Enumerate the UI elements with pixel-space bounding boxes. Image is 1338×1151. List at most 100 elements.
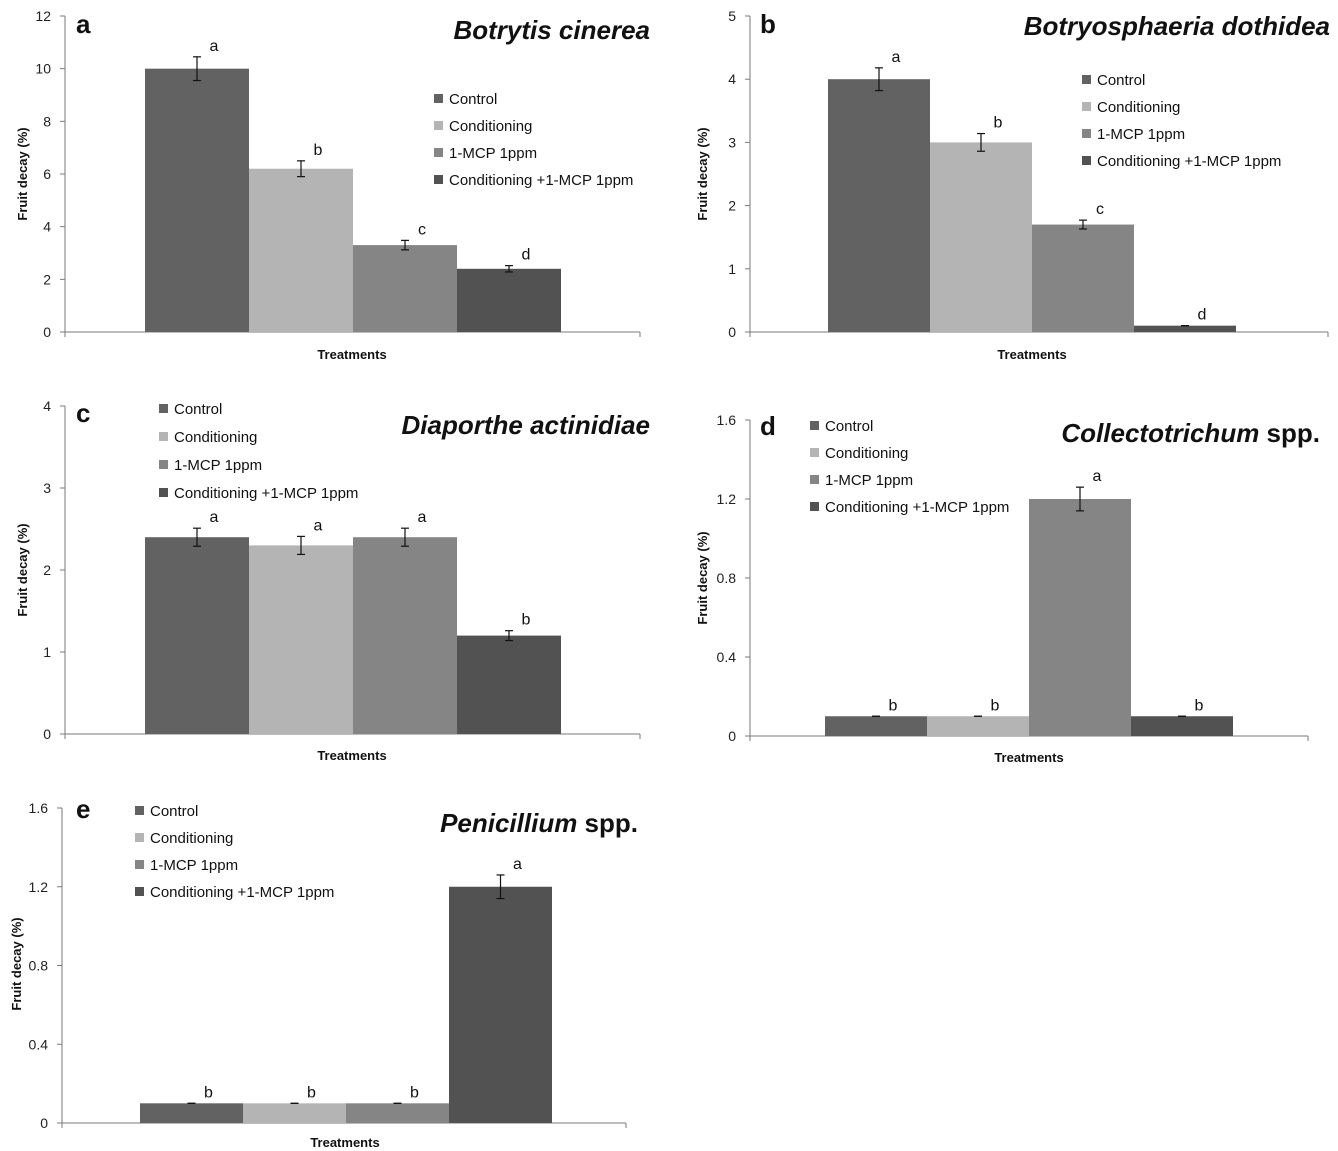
x-axis-title: Treatments (310, 1135, 379, 1150)
significance-letter: b (307, 1084, 316, 1101)
legend-label: Control (150, 803, 198, 820)
legend-label: Conditioning (825, 445, 908, 462)
x-axis-title: Treatments (317, 748, 386, 763)
x-axis-title: Treatments (994, 750, 1063, 765)
y-tick-label: 3 (43, 480, 51, 496)
chart-panel-d: 0 0.4 0.8 1.2 1.6 b b a b Control Conditioning 1-MC… (695, 411, 1320, 765)
legend-swatch (810, 421, 819, 430)
y-tick-label: 1.2 (717, 491, 737, 507)
panel-letter: a (76, 9, 91, 39)
panel-title: Diaporthe actinidiae (402, 410, 651, 440)
y-tick-label: 0 (728, 728, 736, 744)
y-tick-label: 0 (43, 726, 51, 742)
legend-swatch (1082, 156, 1091, 165)
legend-swatch (1082, 102, 1091, 111)
x-axis-title: Treatments (997, 347, 1066, 362)
y-tick-label: 1 (43, 644, 51, 660)
significance-letter: d (522, 247, 531, 264)
legend-label: Control (1097, 72, 1145, 89)
significance-letter: b (410, 1084, 419, 1101)
y-tick-label: 5 (728, 8, 736, 24)
legend-swatch (135, 806, 144, 815)
significance-letter: a (892, 49, 901, 66)
significance-letter: d (1198, 307, 1207, 324)
y-tick-label: 8 (43, 113, 51, 129)
legend-label: 1-MCP 1ppm (150, 857, 238, 874)
legend-label: Conditioning (1097, 99, 1180, 116)
legend-swatch (434, 121, 443, 130)
y-tick-label: 1 (728, 261, 736, 277)
legend-label: 1-MCP 1ppm (174, 457, 262, 474)
significance-letter: a (210, 509, 219, 526)
panel-title: Penicillium spp. (440, 808, 638, 838)
legend-label: Control (174, 401, 222, 418)
panel-letter: c (76, 398, 90, 428)
panel-title-italic: Diaporthe actinidiae (402, 410, 651, 440)
y-tick-label: 0.8 (29, 958, 49, 974)
y-tick-label: 6 (43, 166, 51, 182)
y-tick-label: 3 (728, 134, 736, 150)
significance-letter: a (418, 509, 427, 526)
legend-swatch (159, 460, 168, 469)
panel-title-italic: Collectotrichum (1061, 418, 1259, 448)
y-axis-title: Fruit decay (%) (15, 127, 30, 220)
bar-3 (1032, 224, 1134, 332)
bar-2 (249, 545, 353, 734)
chart-panel-e: 0 0.4 0.8 1.2 1.6 b b b a Control Conditioning 1-MC… (9, 794, 638, 1150)
y-tick-label: 12 (35, 8, 51, 24)
bar-3 (353, 537, 457, 734)
legend-label: Control (449, 91, 497, 108)
significance-letter: c (418, 221, 426, 238)
y-axis-title: Fruit decay (%) (695, 531, 710, 624)
bar-3 (346, 1103, 449, 1123)
panel-title-italic: Penicillium (440, 808, 577, 838)
y-tick-label: 10 (35, 61, 51, 77)
bar-4 (457, 635, 561, 734)
y-tick-label: 2 (43, 562, 51, 578)
bar-4 (457, 268, 561, 332)
significance-letter: a (314, 517, 323, 534)
legend-swatch (1082, 75, 1091, 84)
bar-2 (930, 142, 1032, 332)
bar-2 (249, 168, 353, 332)
y-tick-label: 1.6 (29, 800, 49, 816)
panel-letter: e (76, 794, 90, 824)
y-tick-label: 0 (40, 1115, 48, 1131)
y-axis-title: Fruit decay (%) (9, 917, 24, 1010)
bar-2 (927, 716, 1029, 736)
legend-swatch (434, 175, 443, 184)
bar-1 (145, 68, 249, 333)
significance-letter: b (991, 697, 1000, 714)
legend-label: 1-MCP 1ppm (825, 472, 913, 489)
legend-label: Conditioning +1-MCP 1ppm (1097, 153, 1281, 170)
bar-2 (243, 1103, 346, 1123)
legend-label: Conditioning +1-MCP 1ppm (174, 485, 358, 502)
bar-1 (140, 1103, 243, 1123)
legend-label: 1-MCP 1ppm (1097, 126, 1185, 143)
legend-label: Conditioning +1-MCP 1ppm (825, 499, 1009, 516)
legend-label: Conditioning +1-MCP 1ppm (150, 884, 334, 901)
panel-title: Botryosphaeria dothidea (1024, 11, 1330, 41)
y-tick-label: 0.4 (29, 1036, 49, 1052)
y-tick-label: 2 (728, 198, 736, 214)
legend-swatch (159, 432, 168, 441)
legend-label: 1-MCP 1ppm (449, 145, 537, 162)
panel-letter: b (760, 9, 776, 39)
legend-swatch (135, 860, 144, 869)
legend-swatch (135, 833, 144, 842)
significance-letter: a (210, 38, 219, 55)
panel-title-plain: spp. (577, 808, 638, 838)
legend-label: Conditioning +1-MCP 1ppm (449, 172, 633, 189)
legend-swatch (1082, 129, 1091, 138)
legend-swatch (135, 887, 144, 896)
significance-letter: a (513, 856, 522, 873)
panel-title-italic: Botrytis cinerea (453, 15, 650, 45)
legend-swatch (434, 94, 443, 103)
panel-title-italic: Botryosphaeria dothidea (1024, 11, 1330, 41)
legend-swatch (810, 475, 819, 484)
panel-title-plain: spp. (1259, 418, 1320, 448)
panel-title: Botrytis cinerea (453, 15, 650, 45)
significance-letter: b (204, 1084, 213, 1101)
significance-letter: a (1093, 468, 1102, 485)
legend-swatch (159, 488, 168, 497)
